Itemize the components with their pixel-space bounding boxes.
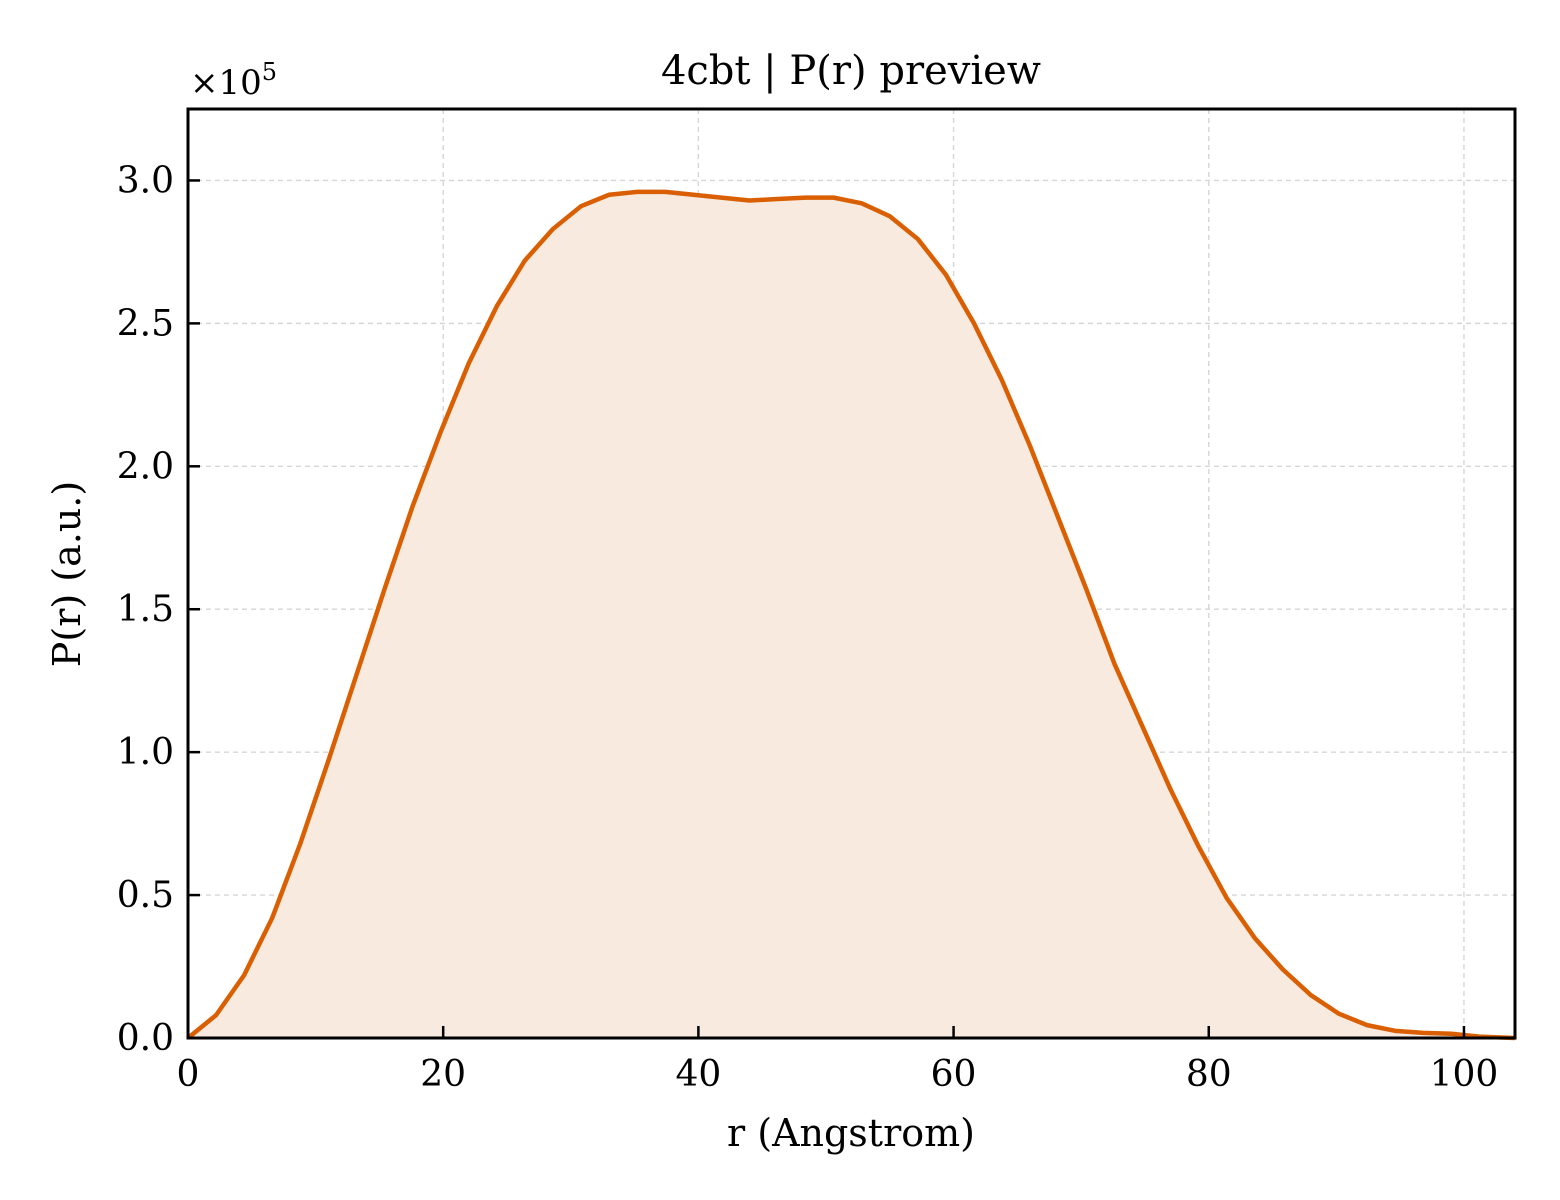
y-tick-label-6: 3.0: [117, 160, 174, 201]
y-axis-ticks: 0.0 0.5 1.0 1.5 2.0 2.5 3.0: [117, 160, 200, 1059]
y-scale-base: ×10: [190, 63, 262, 103]
x-tick-label-5: 100: [1430, 1054, 1499, 1095]
x-axis-label: r (Angstrom): [727, 1111, 975, 1155]
y-scale-exponent: 5: [262, 58, 277, 86]
x-tick-label-4: 80: [1186, 1054, 1232, 1095]
plot-frame: [186, 107, 1517, 1040]
y-tick-label-3: 1.5: [117, 589, 174, 630]
x-tick-label-0: 0: [177, 1054, 200, 1095]
y-tick-label-4: 2.0: [117, 446, 174, 487]
x-tick-label-2: 40: [675, 1054, 721, 1095]
y-scale-factor: ×105: [190, 58, 277, 103]
pr-curve-line: [186, 189, 1516, 1041]
y-tick-label-2: 1.0: [117, 732, 174, 773]
y-tick-label-0: 0.0: [117, 1018, 174, 1059]
svg-text:×105: ×105: [190, 58, 277, 103]
y-tick-label-1: 0.5: [117, 875, 174, 916]
y-axis-label: P(r) (a.u.): [45, 481, 89, 667]
chart-title: 4cbt | P(r) preview: [661, 48, 1041, 94]
x-tick-label-3: 60: [931, 1054, 977, 1095]
x-axis-ticks: 0 20 40 60 80 100: [177, 1026, 1499, 1095]
pr-area-fill: [188, 191, 1515, 1038]
y-tick-label-5: 2.5: [117, 303, 174, 344]
x-tick-label-1: 20: [420, 1054, 466, 1095]
